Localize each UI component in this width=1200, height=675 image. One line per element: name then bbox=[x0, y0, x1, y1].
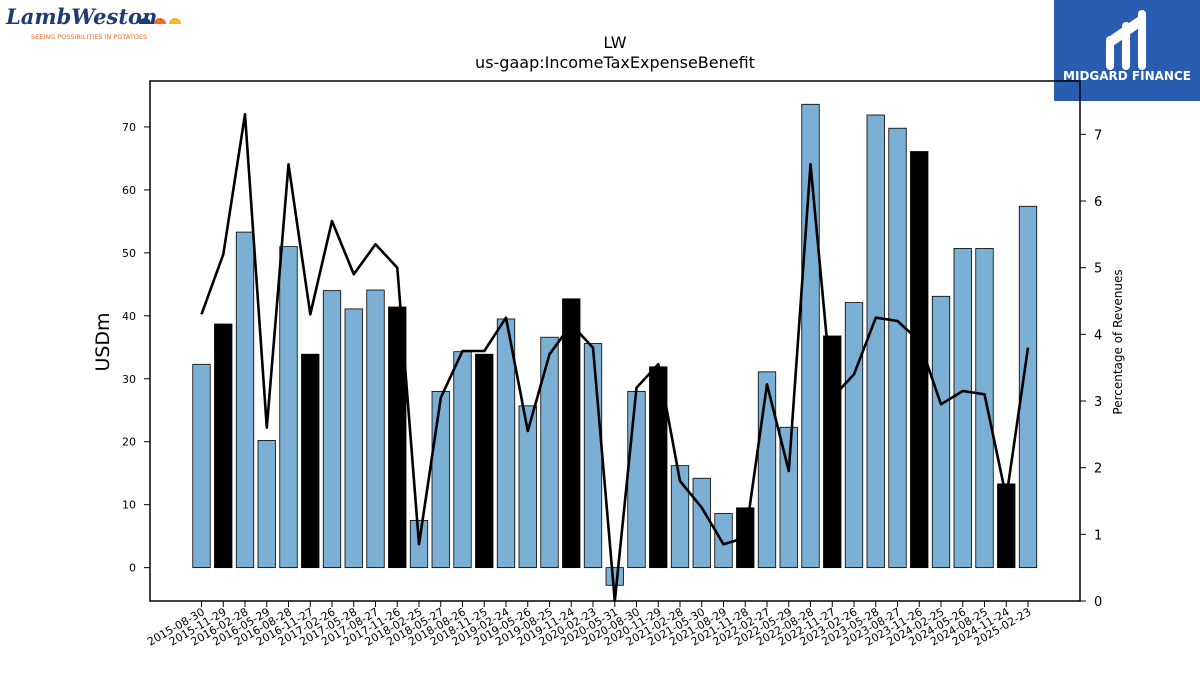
y2-axis-ticks: 0 1 2 3 4 5 6 7 bbox=[1080, 128, 1102, 610]
y2-tick-label: 5 bbox=[1094, 262, 1102, 277]
y2-tick-label: 2 bbox=[1094, 462, 1102, 477]
bar-2019-05-26 bbox=[518, 405, 537, 569]
y2-tick-label: 1 bbox=[1094, 528, 1102, 543]
y-tick-label: 30 bbox=[122, 373, 136, 386]
bar-2018-05-27 bbox=[431, 390, 450, 569]
lambweston-wordmark: LambWeston bbox=[5, 4, 157, 29]
bar-2023-11-26 bbox=[910, 151, 929, 569]
y-axis-ticks: 0 10 20 30 40 50 60 70 bbox=[122, 121, 150, 575]
midgard-wordmark: MIDGARD FINANCE bbox=[1063, 69, 1191, 83]
bar-2022-11-27 bbox=[823, 335, 842, 569]
bar-2021-02-28 bbox=[670, 465, 690, 569]
bar-2016-11-27 bbox=[301, 353, 320, 569]
midgard-emblem-icon bbox=[1106, 10, 1146, 70]
bar-2024-08-25 bbox=[975, 248, 994, 569]
bar-2023-05-28 bbox=[866, 114, 885, 569]
bar-2024-02-25 bbox=[931, 295, 951, 569]
lambweston-tagline: SEEING POSSIBILITIES IN POTATOES bbox=[31, 33, 147, 41]
chart-subtitle: us-gaap:IncomeTaxExpenseBenefit bbox=[475, 53, 755, 72]
bar-2016-08-28 bbox=[279, 246, 298, 569]
bar-2016-05-29 bbox=[257, 440, 276, 569]
bar-2017-08-27 bbox=[366, 289, 385, 569]
y-tick-label: 70 bbox=[122, 121, 136, 134]
bar-2023-08-27 bbox=[888, 127, 907, 569]
y2-tick-label: 6 bbox=[1094, 195, 1102, 210]
bar-2017-05-28 bbox=[344, 308, 363, 569]
y-tick-label: 0 bbox=[129, 562, 136, 575]
y-tick-label: 60 bbox=[122, 184, 136, 197]
bar-2017-02-26 bbox=[322, 290, 342, 569]
bar-2020-05-31 bbox=[605, 567, 624, 586]
y-tick-label: 20 bbox=[122, 436, 136, 449]
bar-2024-11-24 bbox=[997, 483, 1016, 569]
bar-2018-08-26 bbox=[453, 351, 472, 569]
bar-2020-02-23 bbox=[583, 343, 603, 569]
bar-2025-02-23 bbox=[1018, 205, 1038, 569]
y-tick-label: 40 bbox=[122, 310, 136, 323]
bar-2023-02-26 bbox=[844, 302, 864, 569]
x-axis-ticks: 2015-08-302015-11-292016-02-282016-05-29… bbox=[145, 601, 1034, 649]
midgard-finance-logo: MIDGARD FINANCE bbox=[1054, 0, 1200, 101]
bar-2015-08-30 bbox=[192, 363, 211, 569]
bar-2022-05-29 bbox=[779, 426, 798, 569]
bar-2016-02-28 bbox=[235, 231, 255, 569]
y-tick-label: 10 bbox=[122, 499, 136, 512]
y2-tick-label: 7 bbox=[1094, 128, 1102, 143]
lambweston-logo: LambWeston SEEING POSSIBILITIES IN POTAT… bbox=[4, 4, 194, 44]
y2-tick-label: 3 bbox=[1094, 395, 1102, 410]
bar-2017-11-26 bbox=[388, 306, 407, 569]
bar-2018-11-25 bbox=[475, 353, 494, 569]
y-axis-label: USDm bbox=[92, 312, 114, 371]
bar-2021-05-30 bbox=[692, 477, 711, 569]
bar-2022-02-27 bbox=[757, 371, 777, 569]
bar-2015-11-29 bbox=[214, 323, 233, 569]
y-tick-label: 50 bbox=[122, 247, 136, 260]
y2-tick-label: 0 bbox=[1094, 595, 1102, 610]
bar-2019-11-24 bbox=[562, 298, 581, 569]
bar-2019-08-25 bbox=[540, 336, 559, 569]
bar-2021-08-29 bbox=[714, 513, 733, 569]
y2-tick-label: 4 bbox=[1094, 328, 1102, 343]
bar-2024-05-26 bbox=[953, 248, 972, 569]
chart-title: LW bbox=[603, 33, 626, 52]
bar-2020-08-30 bbox=[627, 390, 646, 569]
y2-axis-label: Percentage of Revenues bbox=[1111, 269, 1125, 414]
bar-series bbox=[192, 103, 1038, 586]
